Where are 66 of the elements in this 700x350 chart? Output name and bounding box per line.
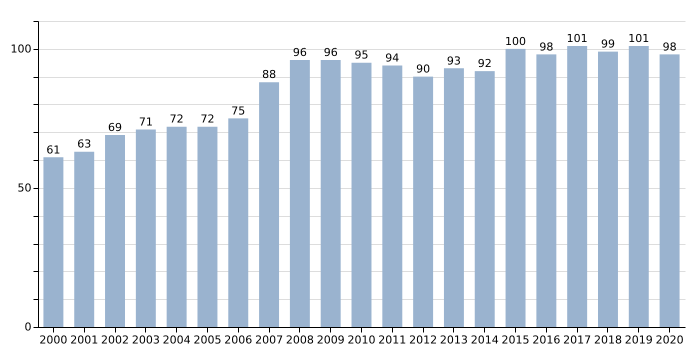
bar: [320, 60, 341, 327]
x-tick-label: 2006: [224, 334, 252, 346]
bar: [43, 157, 64, 327]
bar: [444, 68, 464, 327]
data-label: 95: [354, 48, 368, 62]
data-label: 71: [138, 115, 153, 128]
x-tick-label: 2018: [594, 334, 622, 346]
data-label: 101: [628, 32, 650, 46]
x-tick-label: 2019: [624, 334, 653, 346]
bar: [628, 46, 649, 327]
data-label: 75: [231, 104, 246, 118]
bar: [259, 82, 280, 327]
data-label: 98: [662, 40, 677, 54]
x-tick-label: 2020: [656, 334, 684, 346]
x-tick-label: 2007: [255, 334, 284, 346]
x-tick-label: 2013: [440, 334, 468, 346]
bar: [660, 54, 680, 327]
x-tick-label: 2014: [470, 334, 499, 346]
bar: [105, 135, 126, 327]
data-label: 92: [478, 57, 492, 70]
data-label: 101: [566, 32, 588, 46]
x-tick-label: 2000: [39, 334, 68, 346]
bar: [536, 54, 556, 327]
data-label: 72: [200, 112, 214, 126]
bar: [74, 152, 94, 327]
data-label: 72: [170, 112, 184, 126]
data-label: 96: [324, 46, 338, 59]
bar: [136, 129, 156, 327]
data-label: 61: [46, 143, 60, 156]
data-label: 96: [292, 46, 307, 59]
x-tick-label: 2016: [532, 334, 560, 346]
x-tick-label: 2002: [101, 334, 130, 346]
bar: [166, 126, 187, 327]
data-label: 69: [108, 121, 122, 134]
x-tick-label: 2015: [502, 334, 530, 346]
data-label: 88: [262, 68, 276, 82]
data-label: 99: [600, 38, 615, 51]
bar: [413, 76, 434, 327]
data-label: 94: [385, 52, 400, 65]
data-label: 63: [77, 138, 92, 151]
x-tick-label: 2017: [563, 334, 592, 346]
data-label: 98: [539, 40, 554, 54]
x-tick-label: 2005: [193, 334, 222, 346]
x-tick-label: 2010: [348, 334, 376, 346]
y-tick-label: 100: [10, 42, 32, 56]
y-tick-label: 0: [24, 320, 32, 334]
data-label: 93: [446, 54, 461, 68]
x-tick-label: 2004: [162, 334, 191, 346]
x-tick-label: 2001: [70, 334, 98, 346]
data-label: 100: [505, 34, 526, 48]
bar: [290, 60, 310, 327]
x-tick-label: 2012: [409, 334, 438, 346]
bar: [474, 71, 495, 327]
bar: [567, 46, 588, 327]
x-tick-label: 2008: [286, 334, 314, 346]
bar: [228, 118, 248, 327]
x-tick-label: 2003: [132, 334, 160, 346]
bar: [598, 52, 618, 327]
x-tick-label: 2011: [378, 334, 406, 346]
bar: [382, 66, 402, 327]
bar: [352, 62, 372, 327]
data-label: 90: [416, 62, 430, 76]
y-tick-label: 50: [18, 181, 32, 194]
bar: [506, 48, 526, 327]
x-tick-label: 2009: [316, 334, 345, 346]
bar: [197, 126, 218, 327]
